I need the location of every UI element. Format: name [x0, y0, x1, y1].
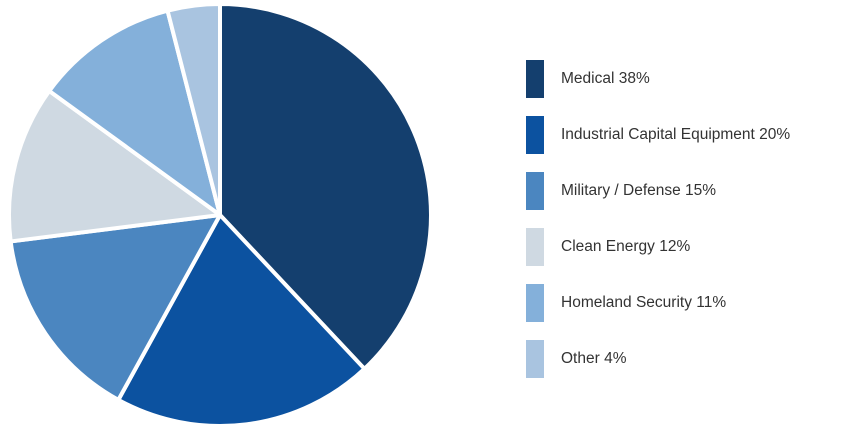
pie-plot	[7, 2, 433, 426]
legend-item-military-defense: Military / Defense 15%	[526, 172, 836, 210]
pie-slice-homeland-security	[47, 8, 222, 217]
legend-swatch-clean-energy	[526, 228, 544, 266]
legend: Medical 38% Industrial Capital Equipment…	[526, 60, 836, 396]
legend-swatch-other	[526, 340, 544, 378]
legend-label-clean-energy: Clean Energy 12%	[561, 238, 691, 255]
legend-label-medical: Medical 38%	[561, 70, 650, 87]
pie-slice-military-defense	[8, 213, 222, 402]
legend-item-medical: Medical 38%	[526, 60, 836, 98]
pie-slice-clean-energy	[7, 88, 222, 244]
legend-swatch-military-defense	[526, 172, 544, 210]
legend-label-homeland-security: Homeland Security 11%	[561, 294, 727, 311]
legend-item-other: Other 4%	[526, 340, 836, 378]
legend-label-military-defense: Military / Defense 15%	[561, 182, 717, 199]
legend-label-other: Other 4%	[561, 350, 627, 367]
legend-item-homeland-security: Homeland Security 11%	[526, 284, 836, 322]
legend-swatch-homeland-security	[526, 284, 544, 322]
legend-label-industrial-capital-equipment: Industrial Capital Equipment 20%	[561, 126, 791, 143]
pie-slice-industrial-capital-equipment	[116, 213, 367, 426]
legend-swatch-medical	[526, 60, 544, 98]
legend-item-clean-energy: Clean Energy 12%	[526, 228, 836, 266]
legend-item-industrial-capital-equipment: Industrial Capital Equipment 20%	[526, 116, 836, 154]
legend-swatch-industrial-capital-equipment	[526, 116, 544, 154]
pie-slice-medical	[218, 2, 433, 371]
pie-slice-other	[165, 2, 222, 217]
